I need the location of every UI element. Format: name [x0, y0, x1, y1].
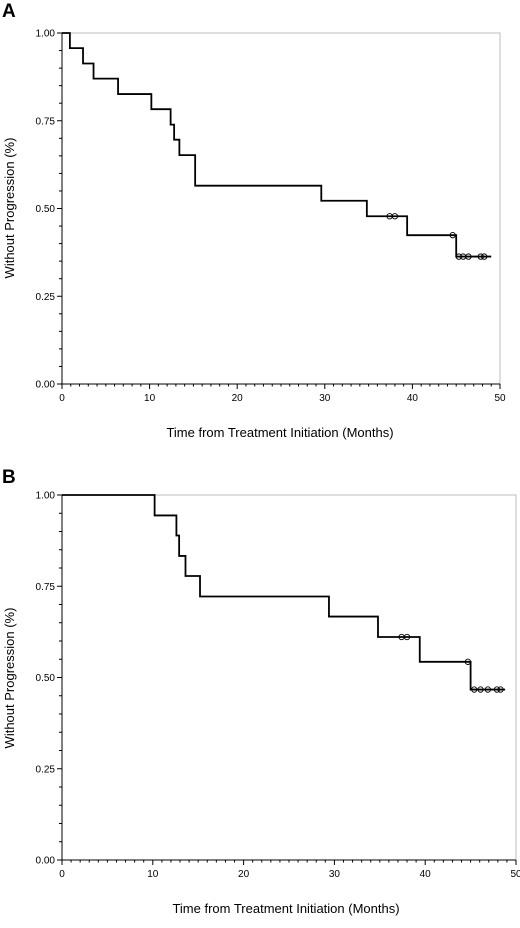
km-curve-b: [62, 494, 506, 691]
km-series-a: [62, 32, 492, 258]
x-tick-label: 20: [232, 393, 244, 404]
censor-mark: [464, 658, 472, 665]
censor-mark: [455, 253, 462, 260]
y-tick-label: 0.75: [36, 116, 56, 127]
y-tick-label: 0.00: [36, 380, 56, 391]
panel-a: A 0.00 0.25 0.50 0.75 1.00 0 10 20 30 40 50 Time …: [2, 1, 506, 440]
censor-marks-a: [386, 213, 488, 260]
x-tick-label: 0: [59, 869, 65, 880]
x-tick-label: 10: [147, 869, 159, 880]
y-tick-label: 0.50: [36, 204, 56, 215]
panel-letter-a: A: [2, 1, 16, 22]
y-tick-label: 1.00: [36, 491, 56, 502]
y-ticks-b: 0.00 0.25 0.50 0.75 1.00: [36, 491, 62, 867]
censor-mark: [391, 213, 399, 220]
censor-mark: [481, 253, 488, 260]
x-tick-label: 20: [238, 869, 250, 880]
censor-mark: [477, 253, 484, 260]
x-tick-label: 40: [420, 869, 432, 880]
x-tick-label: 0: [59, 393, 65, 404]
censor-mark: [403, 633, 411, 641]
y-axis-title-b: Without Progression (%): [2, 608, 17, 749]
x-tick-label: 10: [144, 393, 156, 404]
plot-frame-a: [61, 32, 501, 385]
panel-b: B 0.00 0.25 0.50 0.75 1.00 0 10 20 30 40 50 Time …: [2, 467, 520, 916]
y-tick-label: 0.25: [36, 764, 56, 775]
y-axis-title-a: Without Progression (%): [2, 138, 17, 279]
km-curve-a: [62, 32, 492, 258]
x-tick-label: 30: [319, 393, 331, 404]
censor-mark: [477, 686, 484, 693]
x-tick-label: 40: [407, 393, 419, 404]
y-tick-label: 0.00: [36, 856, 56, 867]
censor-mark: [493, 686, 501, 693]
x-tick-label: 30: [329, 869, 341, 880]
y-tick-label: 1.00: [36, 29, 56, 40]
x-axis-title-b: Time from Treatment Initiation (Months): [172, 901, 399, 916]
panel-letter-b: B: [2, 467, 16, 488]
censor-mark: [484, 686, 492, 693]
km-series-b: [62, 494, 506, 691]
x-tick-label: 50: [494, 393, 506, 404]
y-tick-label: 0.25: [36, 292, 56, 303]
x-ticks-b: 0 10 20 30 40 50: [59, 860, 520, 880]
x-tick-label: 50: [510, 869, 520, 880]
x-axis-title-a: Time from Treatment Initiation (Months): [166, 425, 393, 440]
y-tick-label: 0.50: [36, 673, 56, 684]
y-ticks-a: 0.00 0.25 0.50 0.75 1.00: [36, 29, 62, 391]
censor-mark: [465, 253, 472, 260]
censor-mark: [449, 232, 456, 239]
censor-mark: [497, 686, 504, 693]
plot-frame-b: [61, 494, 517, 861]
y-tick-label: 0.75: [36, 582, 56, 593]
x-ticks-a: 0 10 20 30 40 50: [59, 384, 506, 404]
censor-marks-b: [398, 633, 504, 693]
censor-mark: [471, 686, 478, 693]
